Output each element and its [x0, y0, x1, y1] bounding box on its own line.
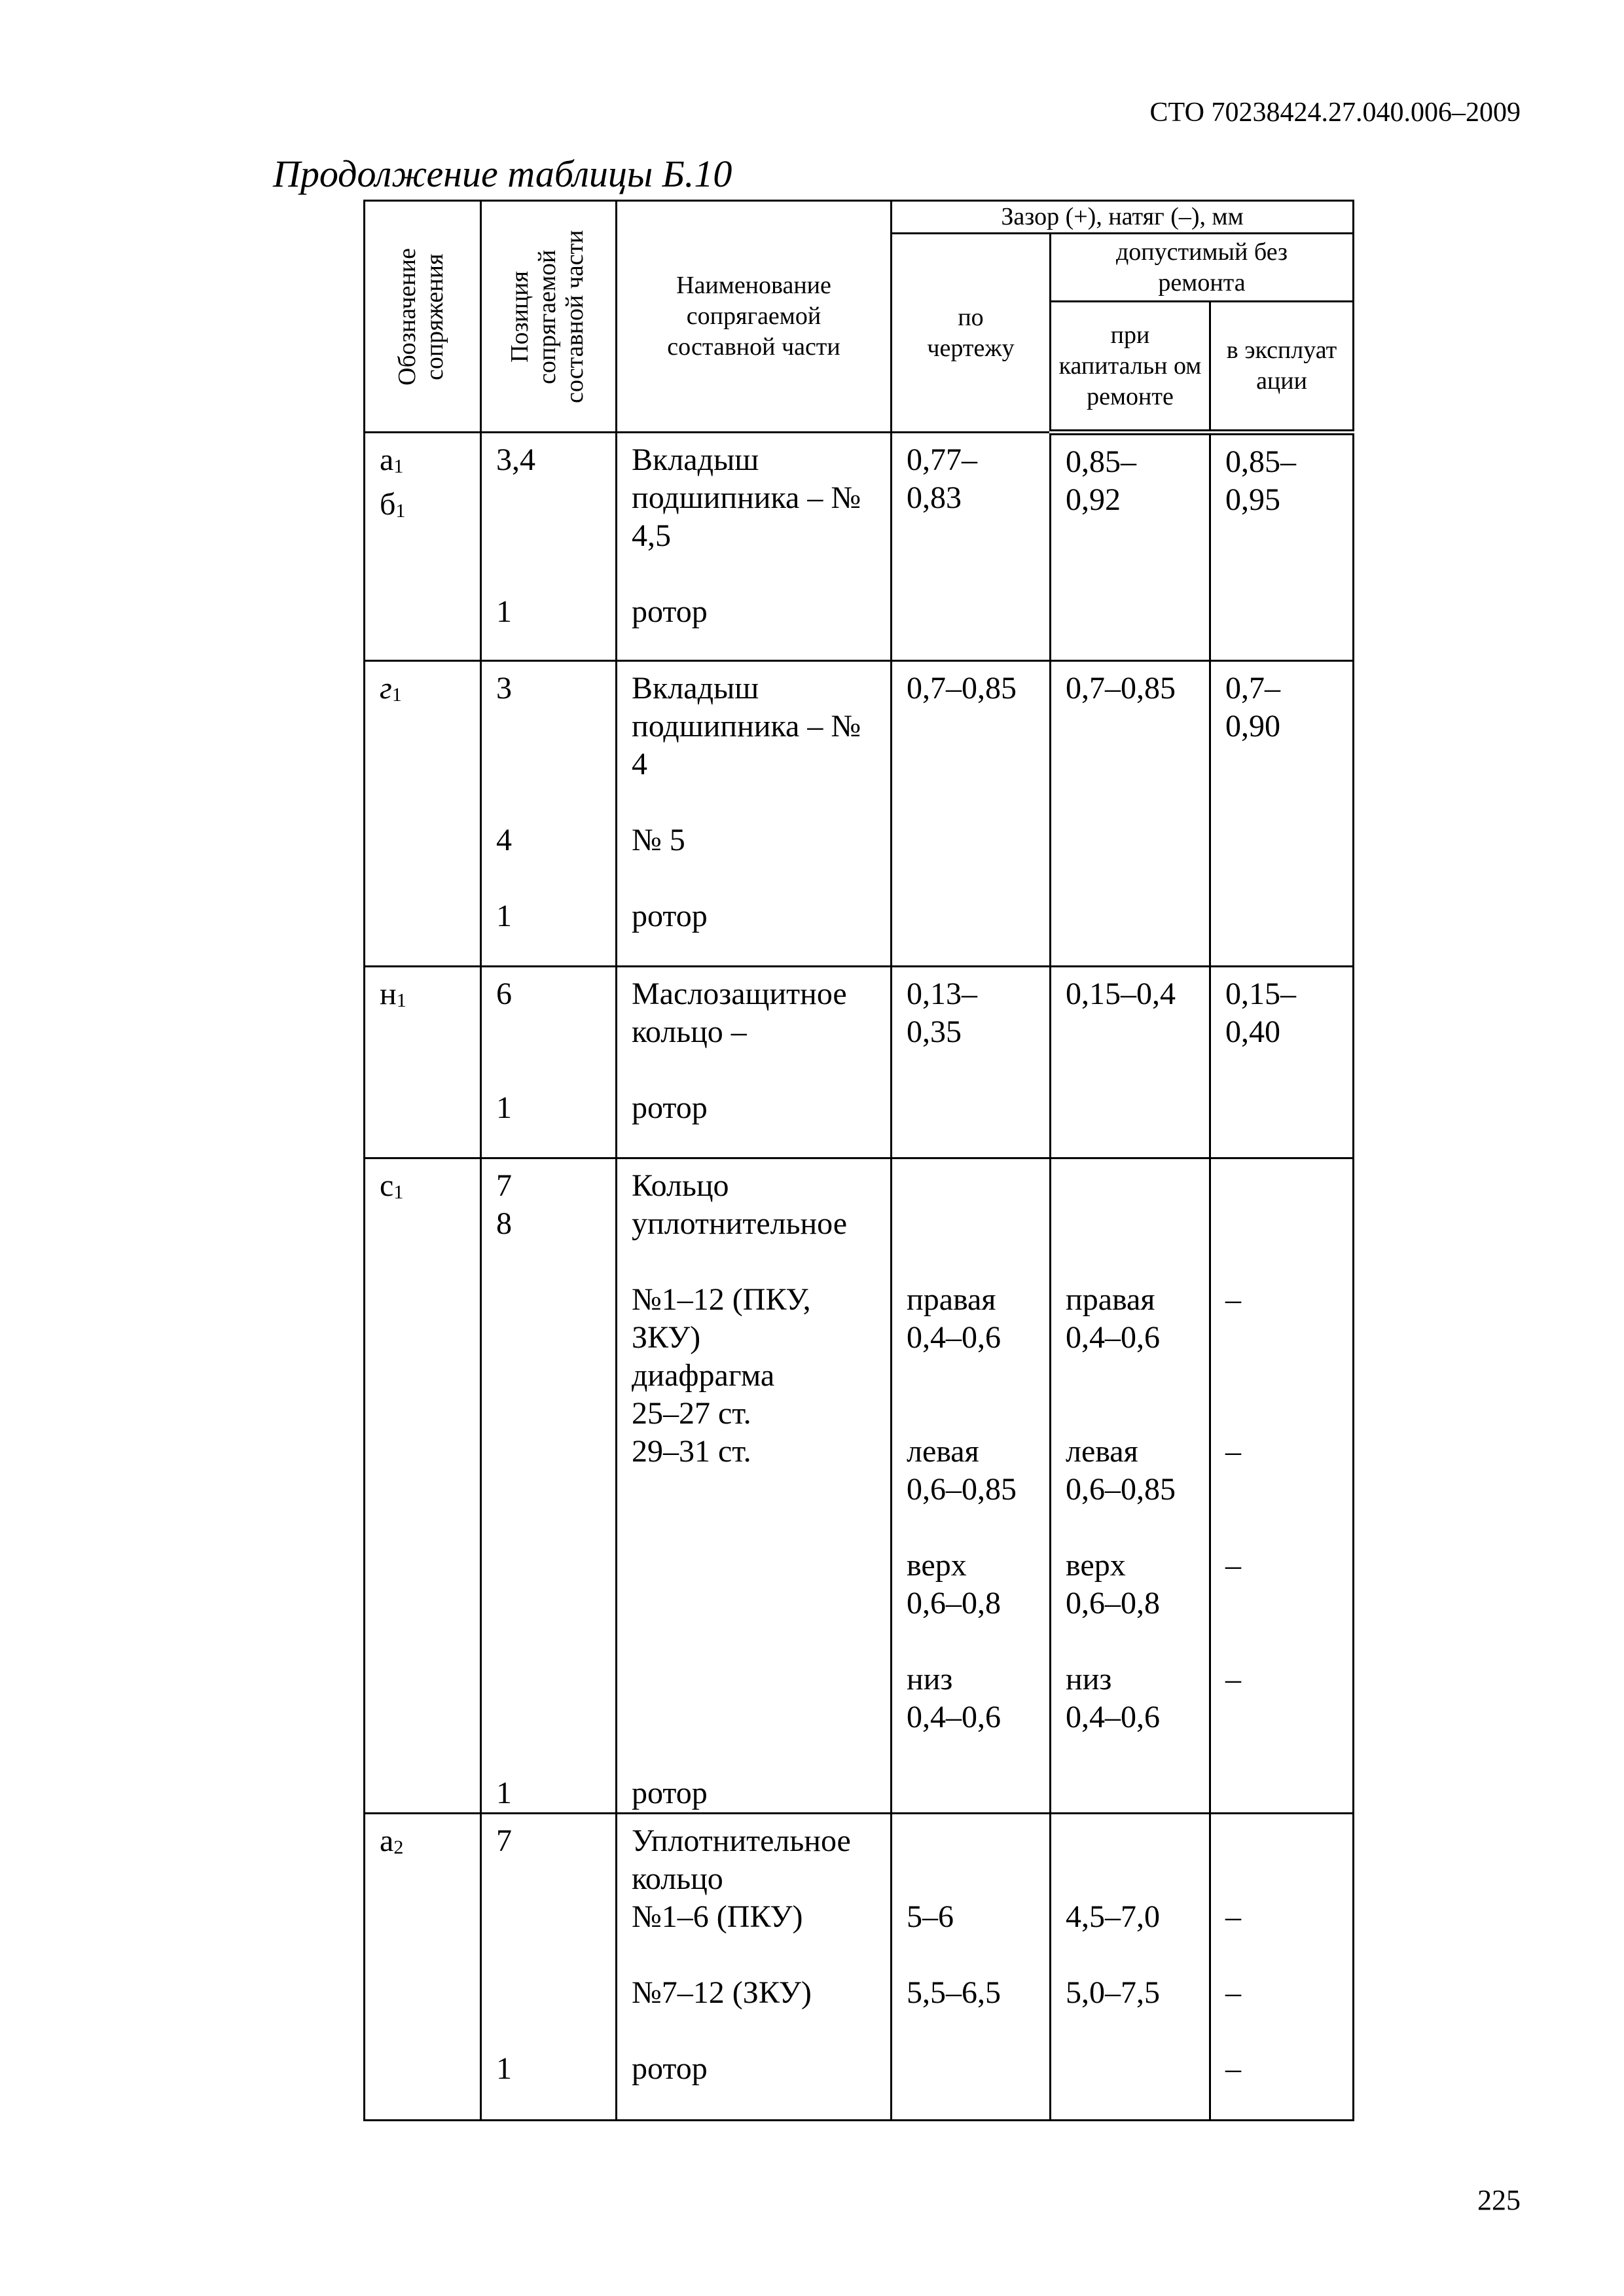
table-row: н1 6 1 Маслозащитное кольцо – ротор 0,13… — [363, 965, 1355, 1159]
table-row: с1 7 8 1 Кольцо уплотнительное №1–12 (ПК… — [363, 1157, 1355, 1814]
operation-cell: – – – – — [1208, 1157, 1355, 1814]
capital-repair-cell: 4,5–7,0 5,0–7,5 — [1049, 1812, 1211, 2121]
part-name-cell: Вкладыш подшипника – № 4,5 ротор — [615, 431, 892, 662]
capital-repair-cell: 0,7–0,85 — [1049, 660, 1211, 967]
designation-cell: а2 — [363, 1812, 482, 2121]
position-cell: 3,4 1 — [480, 431, 617, 662]
table-row: а1 б1 3,4 1 Вкладыш подшипника – № 4,5 ро… — [363, 431, 1355, 662]
designation-cell: г1 — [363, 660, 482, 967]
by-drawing-cell: 0,13– 0,35 — [890, 965, 1051, 1159]
designation: н — [380, 977, 397, 1011]
header-operation: в эксплуат ации — [1208, 300, 1355, 435]
operation-cell: – – – — [1208, 1812, 1355, 2121]
designation-subscript: 1 — [393, 456, 404, 477]
position-cell: 6 1 — [480, 965, 617, 1159]
position-cell: 3 4 1 — [480, 660, 617, 967]
table-row: а2 7 1 Уплотнительное кольцо №1–6 (ПКУ) … — [363, 1812, 1355, 2121]
part-name-cell: Маслозащитное кольцо – ротор — [615, 965, 892, 1159]
operation-cell: 0,7– 0,90 — [1208, 660, 1355, 967]
designation: с — [380, 1168, 394, 1203]
designation-cell: а1 б1 — [363, 431, 482, 662]
designation-cell: н1 — [363, 965, 482, 1159]
document-code: СТО 70238424.27.040.006–2009 — [1149, 98, 1521, 128]
operation-cell: 0,15– 0,40 — [1208, 965, 1355, 1159]
header-name: Наименование сопрягаемой составной части — [615, 200, 892, 433]
capital-repair-cell: 0,85– 0,92 — [1049, 431, 1211, 662]
part-name-cell: Кольцо уплотнительное №1–12 (ПКУ, ЗКУ) д… — [615, 1157, 892, 1814]
header-designation-text: Обозначение сопряжения — [393, 247, 448, 386]
by-drawing-cell: правая 0,4–0,6 левая 0,6–0,85 верх 0,6–0… — [890, 1157, 1051, 1814]
by-drawing-cell: 0,77– 0,83 — [890, 431, 1051, 662]
position-cell: 7 1 — [480, 1812, 617, 2121]
designation: г — [380, 671, 392, 706]
header-capital-repair: при капитальн ом ремонте — [1049, 300, 1211, 435]
header-by-drawing: по чертежу — [890, 232, 1051, 433]
page-number: 225 — [1477, 2184, 1521, 2216]
header-gap: Зазор (+), натяг (–), мм — [890, 200, 1355, 234]
designation-subscript: 1 — [395, 500, 406, 522]
designation-subscript: 2 — [393, 1837, 404, 1858]
clearance-table: Обозначение сопряжения Позиция сопрягаем… — [363, 200, 1355, 2121]
designation-subscript: 1 — [396, 990, 406, 1011]
designation: б — [380, 487, 396, 522]
part-name-cell: Уплотнительное кольцо №1–6 (ПКУ) №7–12 (… — [615, 1812, 892, 2121]
operation-cell: 0,85– 0,95 — [1208, 431, 1355, 662]
capital-repair-cell: правая 0,4–0,6 левая 0,6–0,85 верх 0,6–0… — [1049, 1157, 1211, 1814]
table-continuation-title: Продолжение таблицы Б.10 — [273, 152, 732, 195]
designation: а — [380, 442, 394, 477]
designation-cell: с1 — [363, 1157, 482, 1814]
designation: а — [380, 1823, 394, 1858]
header-position-text: Позиция сопрягаемой составной части — [506, 230, 588, 403]
designation-subscript: 1 — [393, 1181, 404, 1203]
position-cell: 7 8 1 — [480, 1157, 617, 1814]
header-allowed: допустимый без ремонта — [1049, 232, 1355, 302]
by-drawing-cell: 5–6 5,5–6,5 — [890, 1812, 1051, 2121]
part-name-cell: Вкладыш подшипника – № 4 № 5 ротор — [615, 660, 892, 967]
header-designation: Обозначение сопряжения — [363, 200, 482, 433]
table-row: г1 3 4 1 Вкладыш подшипника – № 4 № 5 ро… — [363, 660, 1355, 967]
designation-subscript: 1 — [391, 684, 402, 706]
capital-repair-cell: 0,15–0,4 — [1049, 965, 1211, 1159]
header-position: Позиция сопрягаемой составной части — [480, 200, 617, 433]
by-drawing-cell: 0,7–0,85 — [890, 660, 1051, 967]
